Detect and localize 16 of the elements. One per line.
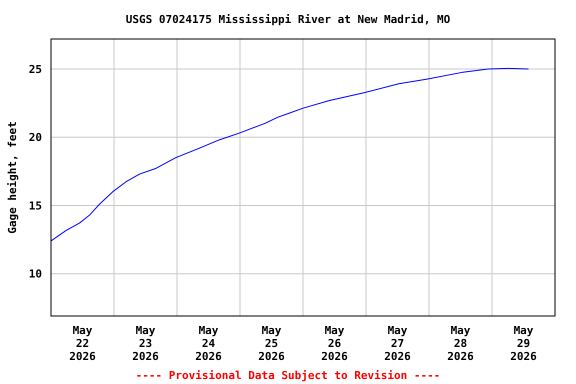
x-tick-label: May 25 2026 — [258, 324, 286, 363]
x-tick-label: May 26 2026 — [321, 324, 348, 363]
x-tick-label: May 29 2026 — [510, 324, 538, 363]
y-tick-label: 20 — [28, 131, 42, 144]
x-tick-label: May 22 2026 — [69, 324, 96, 363]
y-axis-title: Gage height, feet — [6, 121, 19, 234]
y-tick-label: 25 — [28, 62, 42, 76]
text: ---- Provisional Data Subject to Revision ---- — [136, 369, 440, 382]
y-tick-label: 15 — [28, 199, 42, 212]
x-tick-label: May 28 2026 — [447, 324, 474, 363]
x-tick-label: May 24 2026 — [195, 324, 222, 363]
y-tick-label: 10 — [28, 268, 42, 281]
line-series — [50, 68, 530, 242]
x-tick-label: May 27 2026 — [384, 324, 412, 363]
x-tick-label: May 23 2026 — [132, 324, 160, 363]
chart-title: USGS 07024175 Mississippi River at New Madrid, MO — [126, 13, 451, 26]
